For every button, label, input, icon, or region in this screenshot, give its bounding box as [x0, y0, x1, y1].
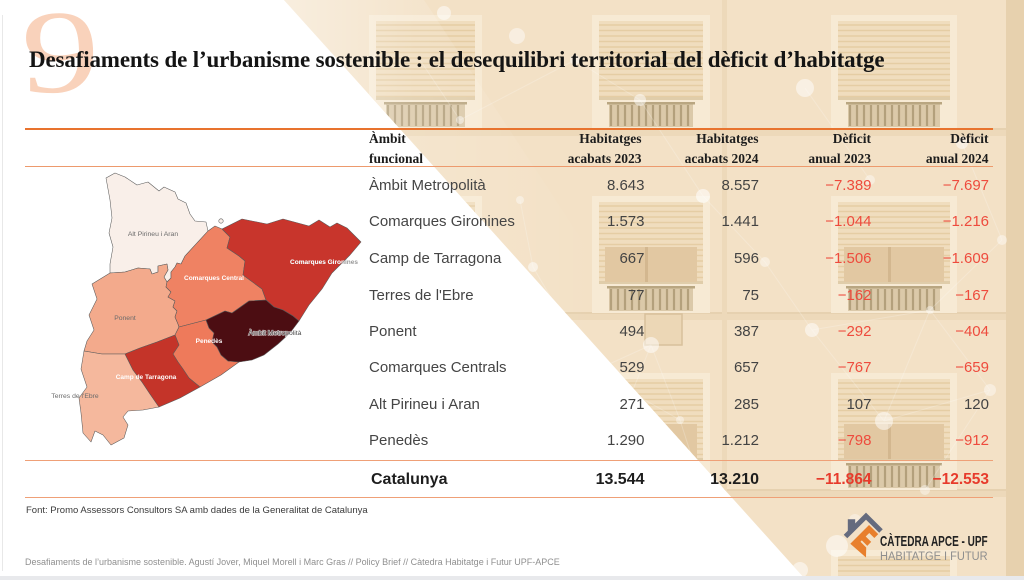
svg-text:Ponent: Ponent — [114, 315, 136, 322]
svg-text:Àmbit Metropolità: Àmbit Metropolità — [249, 328, 302, 337]
svg-text:Penedès: Penedès — [196, 338, 223, 345]
svg-text:Comarques Central: Comarques Central — [184, 275, 244, 282]
svg-text:Comarques Gironines: Comarques Gironines — [290, 259, 358, 266]
svg-text:Terres de l'Ebre: Terres de l'Ebre — [51, 393, 99, 400]
svg-text:Camp de Tarragona: Camp de Tarragona — [116, 374, 177, 381]
svg-text:Comarques Gironines: Comarques Gironines — [290, 259, 358, 266]
svg-text:Alt Pirineu i Aran: Alt Pirineu i Aran — [128, 231, 178, 238]
